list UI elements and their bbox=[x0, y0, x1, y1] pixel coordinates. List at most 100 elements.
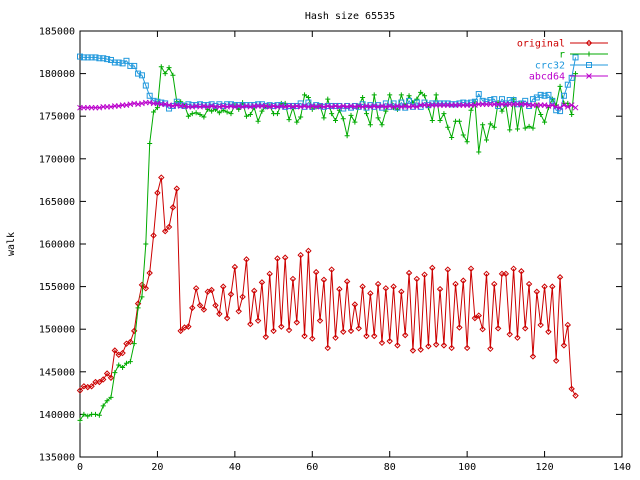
data-point-original bbox=[572, 392, 579, 399]
data-point-abcd64 bbox=[549, 102, 556, 108]
data-point-original bbox=[429, 264, 436, 272]
data-point-original bbox=[103, 370, 111, 377]
data-point-crc32 bbox=[227, 101, 234, 108]
data-point-r bbox=[325, 96, 331, 102]
data-point-crc32 bbox=[142, 82, 149, 89]
y-tick-label: 135000 bbox=[39, 453, 75, 464]
data-point-r bbox=[363, 111, 369, 117]
data-point-original bbox=[158, 174, 165, 181]
data-point-original bbox=[537, 321, 544, 329]
data-point-original bbox=[421, 271, 428, 278]
data-point-r bbox=[383, 108, 389, 114]
data-point-crc32 bbox=[406, 97, 413, 104]
data-point-original bbox=[522, 325, 529, 332]
data-point-original bbox=[165, 223, 173, 231]
data-point-original bbox=[355, 325, 362, 332]
y-tick-label: 160000 bbox=[39, 240, 75, 251]
data-point-crc32 bbox=[305, 99, 312, 106]
data-point-original bbox=[270, 327, 277, 335]
data-point-original bbox=[305, 247, 312, 255]
legend-label-original: original bbox=[517, 39, 565, 50]
data-point-crc32 bbox=[135, 70, 142, 77]
data-point-r bbox=[135, 305, 141, 311]
data-point-crc32 bbox=[471, 98, 478, 105]
data-point-original bbox=[309, 335, 316, 342]
data-point-crc32 bbox=[498, 96, 505, 103]
data-point-original bbox=[289, 275, 297, 283]
data-point-r bbox=[569, 111, 575, 117]
data-point-r bbox=[201, 114, 207, 120]
data-point-crc32 bbox=[115, 59, 122, 66]
data-point-r bbox=[367, 122, 373, 128]
data-point-original bbox=[301, 332, 308, 340]
data-point-crc32 bbox=[138, 72, 145, 79]
data-point-original bbox=[192, 285, 200, 292]
data-point-r bbox=[143, 241, 149, 247]
data-point-original bbox=[452, 280, 459, 288]
data-point-r bbox=[77, 417, 83, 423]
data-point-original bbox=[552, 357, 560, 364]
data-point-original bbox=[154, 189, 161, 197]
data-point-original bbox=[111, 347, 119, 354]
data-point-r bbox=[189, 111, 195, 117]
series-original bbox=[76, 174, 579, 399]
data-point-r bbox=[437, 117, 443, 123]
data-point-r bbox=[158, 64, 164, 70]
series-group bbox=[76, 53, 579, 423]
axes: 135000 140000 145000 150000 155000 160000 1650… bbox=[39, 27, 631, 474]
data-point-r bbox=[96, 412, 102, 418]
data-point-original bbox=[409, 347, 417, 354]
x-tick-label: 20 bbox=[151, 462, 163, 473]
data-point-original bbox=[200, 306, 208, 313]
data-point-original bbox=[285, 326, 293, 334]
data-point-original bbox=[243, 256, 250, 263]
data-point-crc32 bbox=[557, 108, 564, 115]
data-point-r bbox=[274, 111, 280, 117]
data-point-original bbox=[146, 269, 153, 277]
data-point-crc32 bbox=[173, 98, 180, 105]
data-point-original bbox=[479, 325, 486, 333]
data-point-original bbox=[363, 332, 370, 340]
data-point-original bbox=[347, 327, 355, 335]
data-point-r bbox=[166, 65, 172, 71]
data-point-original bbox=[382, 285, 390, 292]
legend-label-r: r bbox=[559, 50, 565, 61]
data-point-r bbox=[449, 135, 455, 140]
data-point-original bbox=[340, 328, 347, 335]
data-point-original bbox=[100, 376, 107, 383]
legend-marker-crc32 bbox=[586, 62, 592, 68]
data-point-original bbox=[216, 310, 223, 318]
data-point-original bbox=[177, 327, 184, 335]
y-tick-label: 165000 bbox=[39, 197, 75, 208]
series-line-original bbox=[79, 177, 576, 396]
data-point-crc32 bbox=[529, 96, 536, 103]
data-point-abcd64 bbox=[557, 104, 563, 111]
data-point-original bbox=[401, 331, 409, 339]
data-point-r bbox=[464, 139, 470, 145]
data-point-original bbox=[138, 281, 146, 289]
data-point-abcd64 bbox=[568, 102, 575, 108]
data-point-r bbox=[522, 125, 528, 131]
data-point-r bbox=[414, 96, 420, 102]
series-abcd64 bbox=[77, 99, 579, 111]
data-point-original bbox=[417, 346, 424, 353]
data-point-crc32 bbox=[506, 97, 513, 104]
data-point-r bbox=[456, 118, 462, 124]
data-point-original bbox=[541, 283, 548, 290]
x-tick-label: 60 bbox=[306, 462, 318, 473]
data-point-original bbox=[502, 270, 510, 278]
data-point-original bbox=[568, 385, 575, 393]
data-point-original bbox=[161, 228, 169, 235]
data-point-r bbox=[514, 126, 520, 132]
data-point-original bbox=[425, 343, 432, 350]
data-point-original bbox=[560, 342, 568, 349]
data-point-r bbox=[321, 115, 327, 121]
data-point-original bbox=[239, 293, 246, 301]
data-point-original bbox=[142, 285, 150, 292]
data-point-r bbox=[429, 117, 435, 123]
data-point-original bbox=[189, 304, 196, 312]
data-point-r bbox=[484, 137, 489, 143]
data-point-r bbox=[340, 116, 346, 122]
y-tick-label: 145000 bbox=[39, 367, 75, 378]
data-point-crc32 bbox=[475, 91, 482, 98]
